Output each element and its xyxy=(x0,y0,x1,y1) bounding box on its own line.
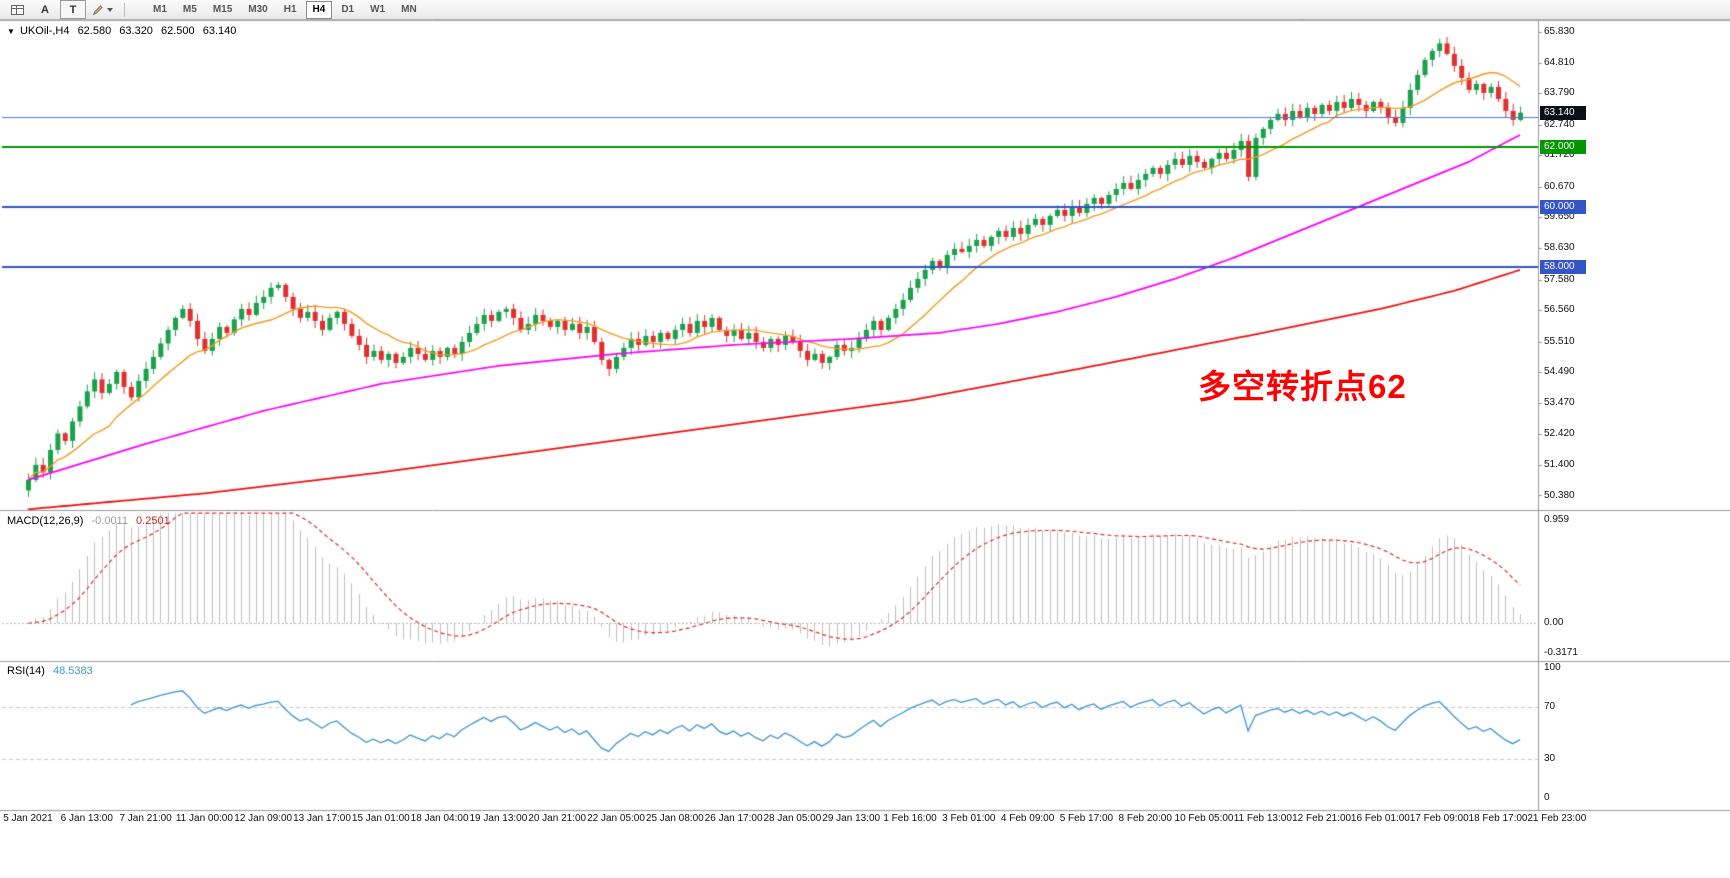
timeframe-button-mn[interactable]: MN xyxy=(401,4,417,15)
time-axis-label: 13 Jan 17:00 xyxy=(293,813,351,824)
ohlc-close: 63.140 xyxy=(202,25,237,37)
price-axis-label: 52.420 xyxy=(1544,428,1575,440)
price-axis-label: 57.580 xyxy=(1544,273,1575,285)
time-axis-label: 7 Jan 21:00 xyxy=(119,813,172,824)
macd-axis-label: 0.00 xyxy=(1544,617,1564,628)
time-axis-label: 26 Jan 17:00 xyxy=(704,813,763,824)
timeframe-button-h4[interactable]: H4 xyxy=(305,0,333,19)
chart-text-annotation[interactable]: 多空转折点62 xyxy=(1198,368,1407,405)
timeframe-button-m1[interactable]: M1 xyxy=(153,4,167,15)
macd-title: MACD(12,26,9) xyxy=(7,515,84,527)
time-axis-label: 12 Jan 09:00 xyxy=(234,813,293,824)
price-axis-label: 53.470 xyxy=(1544,396,1575,408)
time-axis-label: 11 Jan 00:00 xyxy=(175,813,233,824)
time-axis-label: 1 Feb 16:00 xyxy=(883,813,937,824)
timeframe-group: M1 M5 M15 M30 H1 H4 D1 W1 MN xyxy=(145,0,425,19)
macd-axis-label: 0.959 xyxy=(1544,514,1570,525)
drawing-tool-button[interactable] xyxy=(88,0,117,19)
price-axis-label: 63.790 xyxy=(1544,87,1575,99)
timeframe-button-w1[interactable]: W1 xyxy=(370,4,386,15)
timeframe-button-d1[interactable]: D1 xyxy=(341,4,355,15)
time-axis-label: 25 Jan 08:00 xyxy=(645,813,704,824)
time-axis-label: 3 Feb 01:00 xyxy=(942,813,996,824)
price-axis-label: 65.830 xyxy=(1544,26,1575,37)
time-axis-label: 18 Jan 04:00 xyxy=(410,813,469,824)
time-axis-label: 10 Feb 05:00 xyxy=(1174,813,1234,824)
time-axis-label: 29 Jan 13:00 xyxy=(822,813,881,824)
rsi-header: RSI(14) 48.5383 xyxy=(7,665,98,678)
time-axis-label: 15 Jan 01:00 xyxy=(351,813,410,824)
price-axis-label: 62.740 xyxy=(1544,118,1575,130)
price-axis-label: 55.510 xyxy=(1544,335,1575,347)
macd-axis-label: -0.3171 xyxy=(1544,647,1578,658)
macd-main-value: -0.0011 xyxy=(91,515,128,527)
rsi-axis-label: 100 xyxy=(1544,662,1561,673)
price-axis-label: 56.560 xyxy=(1544,304,1575,316)
toolbar-separator xyxy=(124,2,125,17)
price-badge-62.000: 62.000 xyxy=(1540,139,1586,154)
rsi-title: RSI(14) xyxy=(7,665,45,677)
price-badge-58.000: 58.000 xyxy=(1540,259,1586,274)
time-axis-label: 16 Feb 01:00 xyxy=(1350,813,1410,824)
arrow-tool-button[interactable]: A xyxy=(41,3,49,16)
rsi-value: 48.5383 xyxy=(52,665,93,677)
time-axis-label: 17 Feb 09:00 xyxy=(1409,813,1469,824)
timeframe-button-m15[interactable]: M15 xyxy=(212,4,233,15)
rsi-axis-label: 70 xyxy=(1544,701,1556,712)
chart-window-icon[interactable] xyxy=(4,0,30,19)
time-axis-label: 4 Feb 09:00 xyxy=(1000,813,1055,824)
price-badge-60.000: 60.000 xyxy=(1540,199,1586,214)
rsi-axis-label: 30 xyxy=(1544,753,1556,764)
price-axis-label: 64.810 xyxy=(1544,56,1575,68)
price-axis-label: 50.380 xyxy=(1544,489,1575,501)
time-axis-label: 8 Feb 20:00 xyxy=(1118,813,1172,824)
rsi-axis-label: 0 xyxy=(1544,792,1550,803)
timeframe-button-m5[interactable]: M5 xyxy=(182,4,197,15)
time-axis-label: 5 Feb 17:00 xyxy=(1059,813,1114,824)
time-axis-label: 5 Jan 2021 xyxy=(3,813,53,824)
text-tool-button[interactable]: T xyxy=(60,0,86,19)
timeframe-button-h1[interactable]: H1 xyxy=(283,4,297,15)
time-axis-label: 21 Feb 23:00 xyxy=(1527,813,1587,824)
macd-signal-value: 0.2501 xyxy=(136,515,170,527)
time-axis-label: 12 Feb 21:00 xyxy=(1292,813,1352,824)
time-axis-label: 11 Feb 13:00 xyxy=(1233,813,1292,824)
price-axis-label: 58.630 xyxy=(1544,242,1575,253)
price-axis-label: 60.670 xyxy=(1544,180,1575,192)
time-axis-label: 19 Jan 13:00 xyxy=(469,813,528,824)
ohlc-open: 62.580 xyxy=(77,25,112,37)
time-axis-label: 28 Jan 05:00 xyxy=(763,813,822,824)
time-axis-label: 20 Jan 21:00 xyxy=(528,813,587,824)
macd-header: MACD(12,26,9) -0.0011 0.2501 xyxy=(7,515,175,528)
dropdown-caret-icon xyxy=(107,7,113,12)
symbol-name: UKOil-,H4 xyxy=(19,25,70,37)
price-axis-label: 51.400 xyxy=(1544,458,1575,470)
ohlc-high: 63.320 xyxy=(119,25,153,37)
price-badge-63.140: 63.140 xyxy=(1540,105,1586,120)
price-axis-label: 59.650 xyxy=(1544,211,1575,223)
price-axis-label: 54.490 xyxy=(1544,366,1575,378)
ohlc-low: 62.500 xyxy=(161,25,195,37)
one-click-trading-arrow[interactable]: ▼ xyxy=(7,27,15,36)
price-axis-label: 61.720 xyxy=(1544,149,1575,161)
timeframe-button-m30[interactable]: M30 xyxy=(248,4,268,15)
chart-symbol-header: ▼ UKOil-,H4 62.580 63.320 62.500 63.140 xyxy=(7,25,241,38)
time-axis-label: 22 Jan 05:00 xyxy=(587,813,645,824)
time-axis-label: 18 Feb 17:00 xyxy=(1468,813,1528,824)
time-axis-label: 6 Jan 13:00 xyxy=(60,813,113,824)
